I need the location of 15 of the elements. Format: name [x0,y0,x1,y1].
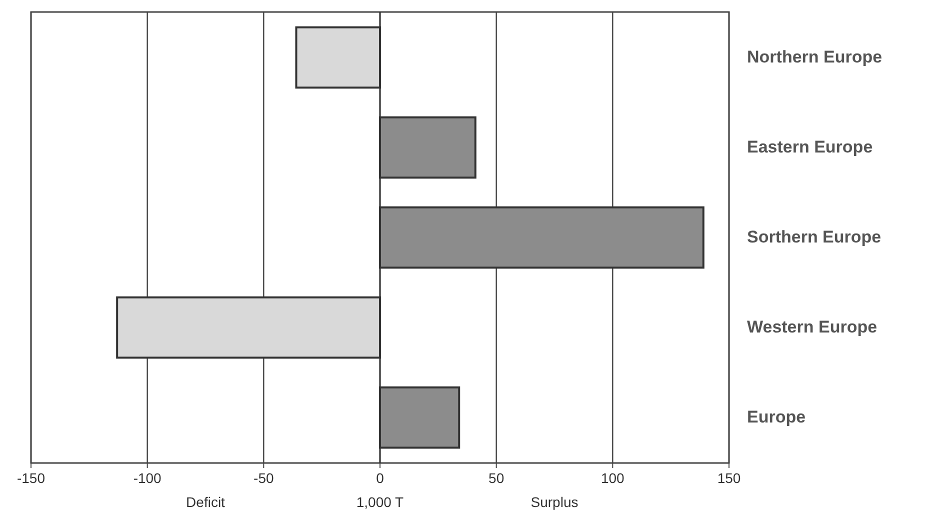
x-tick-label: -50 [254,470,274,486]
y-tick-label: Eastern Europe [747,137,873,156]
x-axis-title: 1,000 T [356,494,404,510]
text: Deficit [186,494,226,510]
x-tick-label: 100 [600,470,625,486]
x-tick-label: -150 [16,470,46,486]
y-tick-label: Western Europe [747,318,878,337]
x-tick-label: 150 [717,470,741,486]
y-tick-label: Northern Europe [747,47,882,66]
x-tick-label: 0 [376,470,384,486]
x-tick-label: 50 [488,470,504,486]
x-tick-label: -100 [133,470,162,486]
text: Surplus [530,494,578,510]
y-tick-label: Sorthern Europe [747,228,882,246]
y-tick-label: Europe [747,408,806,427]
